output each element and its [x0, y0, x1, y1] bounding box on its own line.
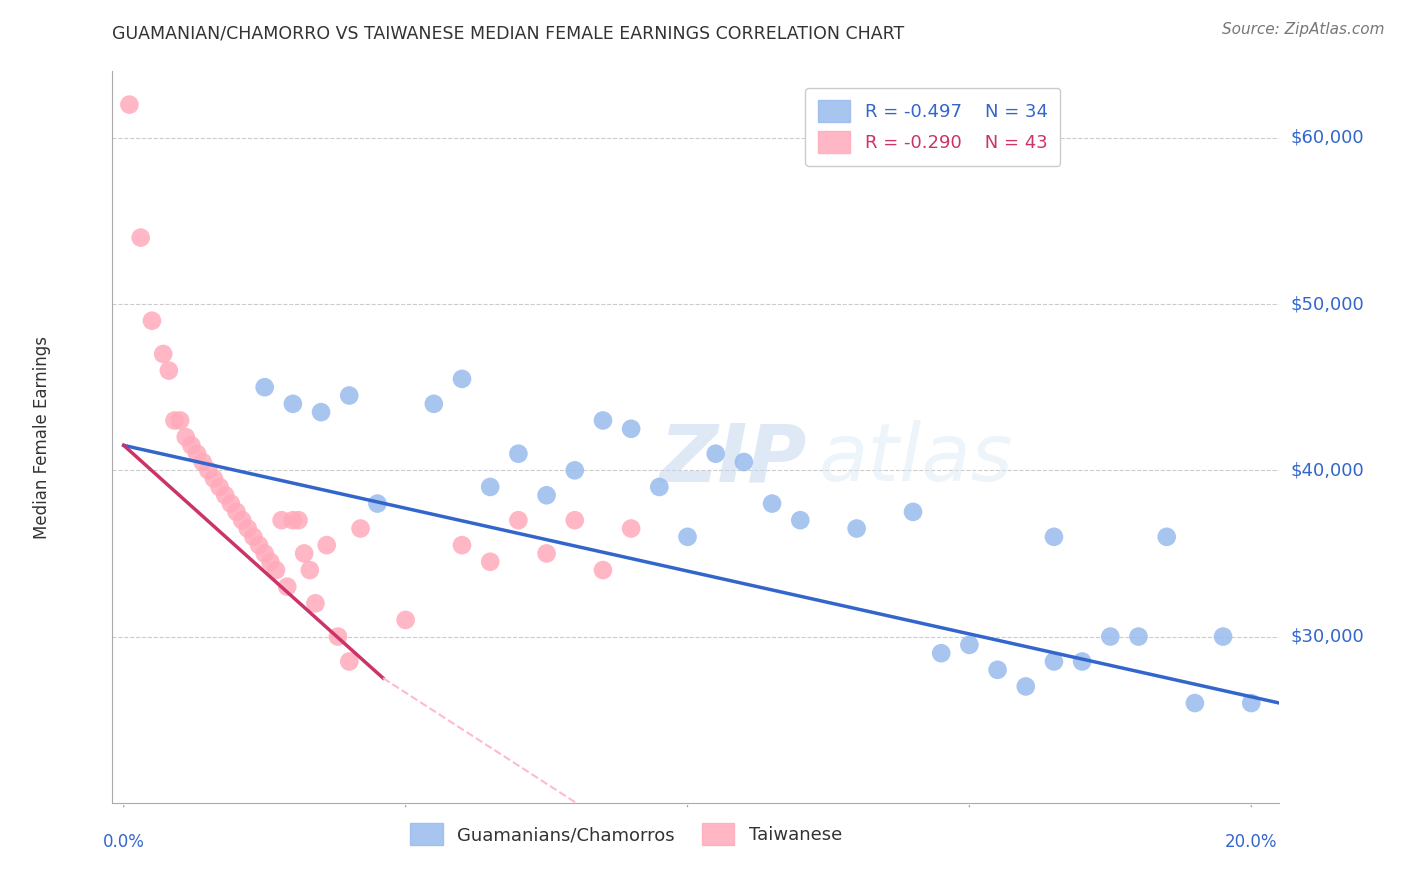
Point: [349, 521, 371, 535]
Point: [270, 513, 292, 527]
Point: [536, 546, 558, 560]
Text: 0.0%: 0.0%: [103, 833, 145, 851]
Point: [676, 530, 699, 544]
Point: [253, 380, 276, 394]
Point: [174, 430, 197, 444]
Text: $60,000: $60,000: [1291, 128, 1364, 147]
Point: [423, 397, 446, 411]
Point: [761, 497, 783, 511]
Point: [337, 388, 360, 402]
Point: [1128, 630, 1150, 644]
Point: [564, 463, 586, 477]
Text: 20.0%: 20.0%: [1225, 833, 1278, 851]
Point: [208, 480, 231, 494]
Text: $30,000: $30,000: [1291, 628, 1364, 646]
Point: [929, 646, 952, 660]
Point: [259, 555, 281, 569]
Point: [704, 447, 727, 461]
Point: [592, 413, 614, 427]
Point: [152, 347, 174, 361]
Point: [326, 630, 349, 644]
Point: [337, 655, 360, 669]
Point: [309, 405, 332, 419]
Point: [141, 314, 163, 328]
Point: [281, 513, 304, 527]
Point: [219, 497, 242, 511]
Point: [1240, 696, 1263, 710]
Point: [276, 580, 298, 594]
Point: [180, 438, 202, 452]
Point: [733, 455, 755, 469]
Text: GUAMANIAN/CHAMORRO VS TAIWANESE MEDIAN FEMALE EARNINGS CORRELATION CHART: GUAMANIAN/CHAMORRO VS TAIWANESE MEDIAN F…: [112, 24, 904, 42]
Point: [129, 230, 152, 244]
Point: [1071, 655, 1094, 669]
Point: [845, 521, 868, 535]
Point: [620, 521, 643, 535]
Text: $40,000: $40,000: [1291, 461, 1364, 479]
Point: [648, 480, 671, 494]
Point: [214, 488, 236, 502]
Point: [395, 613, 418, 627]
Point: [1015, 680, 1038, 694]
Point: [789, 513, 811, 527]
Point: [118, 97, 141, 112]
Point: [901, 505, 924, 519]
Point: [366, 497, 388, 511]
Point: [508, 447, 530, 461]
Point: [197, 463, 219, 477]
Point: [451, 372, 474, 386]
Point: [287, 513, 309, 527]
Point: [592, 563, 614, 577]
Point: [186, 447, 208, 461]
Point: [1043, 530, 1066, 544]
Point: [620, 422, 643, 436]
Point: [564, 513, 586, 527]
Point: [451, 538, 474, 552]
Point: [225, 505, 247, 519]
Point: [1156, 530, 1178, 544]
Point: [987, 663, 1010, 677]
Point: [298, 563, 321, 577]
Point: [1099, 630, 1122, 644]
Text: Median Female Earnings: Median Female Earnings: [34, 335, 52, 539]
Point: [536, 488, 558, 502]
Point: [281, 397, 304, 411]
Point: [242, 530, 264, 544]
Text: Source: ZipAtlas.com: Source: ZipAtlas.com: [1222, 22, 1385, 37]
Legend: Guamanians/Chamorros, Taiwanese: Guamanians/Chamorros, Taiwanese: [402, 816, 849, 852]
Point: [1212, 630, 1234, 644]
Text: atlas: atlas: [818, 420, 1014, 498]
Point: [247, 538, 270, 552]
Point: [157, 363, 180, 377]
Point: [1043, 655, 1066, 669]
Point: [479, 480, 502, 494]
Point: [1184, 696, 1206, 710]
Point: [304, 596, 326, 610]
Point: [169, 413, 191, 427]
Text: ZIP: ZIP: [659, 420, 807, 498]
Point: [202, 472, 225, 486]
Point: [479, 555, 502, 569]
Point: [315, 538, 337, 552]
Point: [236, 521, 259, 535]
Point: [253, 546, 276, 560]
Point: [231, 513, 253, 527]
Point: [292, 546, 315, 560]
Text: $50,000: $50,000: [1291, 295, 1364, 313]
Point: [163, 413, 186, 427]
Point: [957, 638, 980, 652]
Point: [191, 455, 214, 469]
Point: [264, 563, 287, 577]
Point: [508, 513, 530, 527]
